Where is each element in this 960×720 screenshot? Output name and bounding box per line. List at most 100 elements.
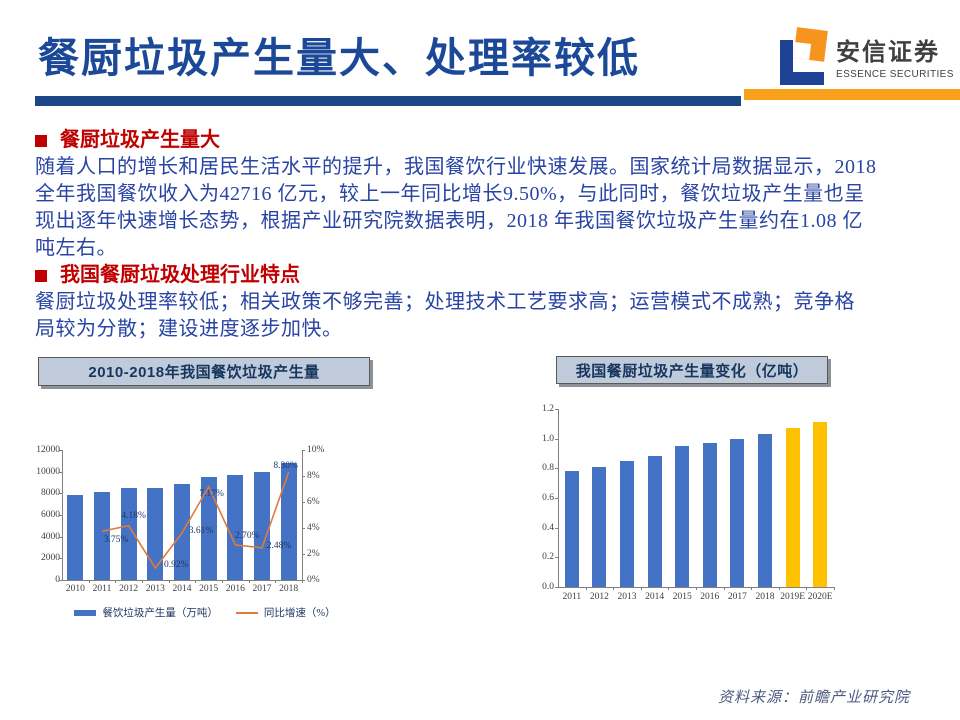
y-tick-label: 1.0 <box>542 433 554 444</box>
line-point-label: 8.30% <box>273 461 298 472</box>
y-tick <box>302 580 305 581</box>
x-tick <box>302 580 303 583</box>
paragraph-line: 随着人口的增长和居民生活水平的提升，我国餐饮行业快速发展。国家统计局数据显示，2… <box>35 156 877 178</box>
y-tick <box>59 515 62 516</box>
legend-line-swatch-icon <box>235 611 258 614</box>
y-tick-label: 0 <box>55 575 60 585</box>
legend-label: 同比增速（%） <box>263 608 336 619</box>
body-text: 餐厨垃圾产生量大 随着人口的增长和居民生活水平的提升，我国餐饮行业快速发展。国家… <box>35 127 935 343</box>
x-category-label: 2016 <box>225 584 245 594</box>
bar <box>647 456 662 587</box>
x-tick <box>640 587 642 590</box>
x-tick <box>751 587 753 590</box>
y-tick <box>302 528 305 529</box>
y-tick <box>555 587 558 588</box>
bar <box>730 438 745 587</box>
x-category-label: 2018 <box>755 592 775 602</box>
line-point-label: 2.70% <box>235 530 260 541</box>
section-heading: 我国餐厨垃圾处理行业特点 <box>35 262 935 289</box>
bar <box>758 434 772 587</box>
x-tick <box>222 580 223 583</box>
y-tick <box>59 558 62 560</box>
logo-name-cn: 安信证券 <box>836 39 940 66</box>
y-tick <box>302 502 305 503</box>
x-tick <box>275 580 277 583</box>
bar <box>702 443 717 587</box>
paragraph-line: 局较为分散；建设进度逐步加快。 <box>35 318 343 340</box>
bar <box>67 495 84 580</box>
y-tick <box>555 468 558 470</box>
legend-label: 餐饮垃圾产生量（万吨） <box>102 608 218 619</box>
y-tick <box>555 527 558 529</box>
x-category-label: 2015 <box>199 584 219 594</box>
y-tick-label: 8000 <box>41 488 60 499</box>
bar-chart-kitchen-waste: 0.0 0.2 0.4 0.6 0.8 1.0 1.2 2011 2012 2013 2014 201… <box>540 400 860 605</box>
y-tick-label: 0.4 <box>542 522 554 533</box>
x-tick <box>88 580 90 583</box>
line-point-label: 3.61% <box>188 526 214 537</box>
x-category-label: 2012 <box>589 592 609 602</box>
y-tick-label: 4000 <box>41 531 60 542</box>
combo-chart-catering-waste: 0 2000 4000 6000 8000 10000 12000 0% 2% 4% 6% 8% 10%… <box>36 425 370 640</box>
section-heading-label: 餐厨垃圾产生量大 <box>60 129 220 151</box>
y-tick <box>555 557 558 559</box>
x-tick <box>195 580 197 583</box>
y-tick-label: 1.2 <box>542 404 554 414</box>
x-category-label: 2020E <box>807 592 833 602</box>
legend-item: 餐饮垃圾产生量（万吨） <box>74 605 218 620</box>
x-category-label: 2012 <box>119 584 139 594</box>
paragraph-line: 全年我国餐饮收入为42716 亿元，较上一年同比增长9.50%，与此同时，餐饮垃… <box>35 183 865 205</box>
x-category-label: 2011 <box>92 584 112 594</box>
bar <box>620 460 634 587</box>
x-category-label: 2016 <box>700 592 720 602</box>
x-tick <box>723 587 725 590</box>
section-heading: 餐厨垃圾产生量大 <box>35 127 935 154</box>
y-tick-label: 0% <box>307 575 320 585</box>
x-tick <box>806 587 808 590</box>
left-chart-title: 2010-2018年我国餐饮垃圾产生量 <box>38 357 370 386</box>
y-tick-label: 0.6 <box>542 493 554 503</box>
x-tick <box>778 587 780 590</box>
y-tick <box>302 476 305 477</box>
x-tick <box>248 580 250 583</box>
section-heading-label: 我国餐厨垃圾处理行业特点 <box>60 264 300 286</box>
paragraph-line: 现出逐年快速增长态势，根据产业研究院数据表明，2018 年我国餐饮垃圾产生量约在… <box>35 210 863 232</box>
y-tick-label: 0.0 <box>542 582 554 592</box>
y-tick-label: 0.2 <box>542 552 554 563</box>
bar <box>785 428 800 587</box>
x-category-label: 2014 <box>645 592 665 602</box>
bar <box>675 446 690 587</box>
y-tick-label: 6% <box>307 497 320 507</box>
y-tick <box>59 580 62 581</box>
y-tick <box>59 536 62 538</box>
x-tick <box>585 587 587 590</box>
y-tick <box>555 409 558 410</box>
y-tick-label: 12000 <box>36 445 60 455</box>
logo-name-en: ESSENCE SECURITIES <box>836 69 954 80</box>
y-tick-label: 2000 <box>41 553 60 564</box>
chart-legend: 餐饮垃圾产生量（万吨） 同比增速（%） <box>40 605 370 620</box>
x-tick <box>115 580 117 583</box>
x-tick <box>834 587 835 590</box>
y-tick <box>555 438 558 440</box>
x-category-label: 2013 <box>145 584 165 594</box>
paragraph-line: 吨左右。 <box>35 237 117 259</box>
bar <box>120 488 137 580</box>
essence-securities-logo: 安信证券 ESSENCE SECURITIES <box>778 26 954 88</box>
paragraph-line: 餐厨垃圾处理率较低；相关政策不够完善；处理技术工艺要求高；运营模式不成熟；竞争格 <box>35 291 855 313</box>
bar <box>254 471 270 580</box>
x-category-label: 2013 <box>617 592 637 602</box>
header-divider-blue <box>35 96 741 106</box>
line-point-label: 3.75% <box>103 535 129 546</box>
y-tick <box>555 498 558 499</box>
bar <box>280 463 297 580</box>
y-tick-label: 8% <box>307 471 320 481</box>
line-point-label: 2.48% <box>266 540 292 551</box>
y-tick <box>302 450 305 451</box>
x-tick <box>613 587 615 590</box>
y-axis <box>558 409 559 587</box>
x-category-label: 2014 <box>172 584 192 594</box>
x-tick <box>168 580 170 583</box>
y-tick-label: 10000 <box>36 466 60 477</box>
